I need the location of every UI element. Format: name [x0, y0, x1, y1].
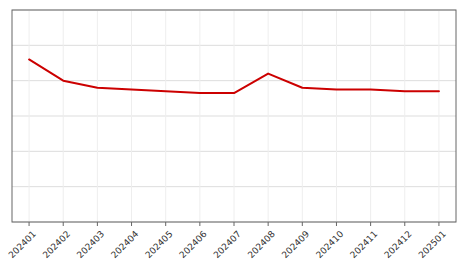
x-tick [336, 222, 337, 226]
x-grid-line [302, 10, 303, 222]
x-tick-label: 202501 [417, 229, 448, 260]
x-tick-label: 202407 [212, 229, 243, 260]
x-grid-line [268, 10, 269, 222]
x-grid-line [234, 10, 235, 222]
x-grid-line [404, 10, 405, 222]
x-grid-line [199, 10, 200, 222]
line [29, 59, 439, 93]
x-tick-label: 202411 [348, 229, 379, 260]
x-grid-line [63, 10, 64, 222]
x-grid-line [165, 10, 166, 222]
x-tick-label: 202410 [314, 229, 346, 261]
x-tick-label: 202402 [41, 229, 72, 260]
x-grid-line [336, 10, 337, 222]
x-axis: 2024012024022024032024042024052024062024… [7, 222, 448, 260]
x-grid-line [438, 10, 439, 222]
x-tick-label: 202406 [177, 229, 209, 261]
chart-container: 2024012024022024032024042024052024062024… [0, 0, 466, 272]
x-tick [268, 222, 269, 226]
x-tick-label: 202405 [143, 229, 174, 260]
x-tick-label: 202412 [382, 229, 413, 260]
x-tick-label: 202403 [75, 229, 106, 260]
x-tick-label: 202409 [280, 229, 312, 261]
x-tick-label: 202408 [246, 229, 278, 261]
plot-frame [12, 10, 456, 222]
x-tick [63, 222, 64, 226]
x-tick [438, 222, 439, 226]
x-tick [302, 222, 303, 226]
x-tick [234, 222, 235, 226]
chart: 2024012024022024032024042024052024062024… [0, 0, 466, 272]
x-grid-line [131, 10, 132, 222]
x-grid-line [29, 10, 30, 222]
x-tick [29, 222, 30, 226]
series-group [29, 59, 439, 93]
x-tick-label: 202401 [7, 229, 38, 260]
x-tick [97, 222, 98, 226]
x-tick [404, 222, 405, 226]
x-tick-label: 202404 [109, 229, 141, 261]
x-grid-line [370, 10, 371, 222]
x-tick [131, 222, 132, 226]
x-grid-line [97, 10, 98, 222]
x-tick [199, 222, 200, 226]
x-tick [370, 222, 371, 226]
grid [12, 10, 456, 222]
plot-area [12, 10, 456, 222]
x-tick [165, 222, 166, 226]
